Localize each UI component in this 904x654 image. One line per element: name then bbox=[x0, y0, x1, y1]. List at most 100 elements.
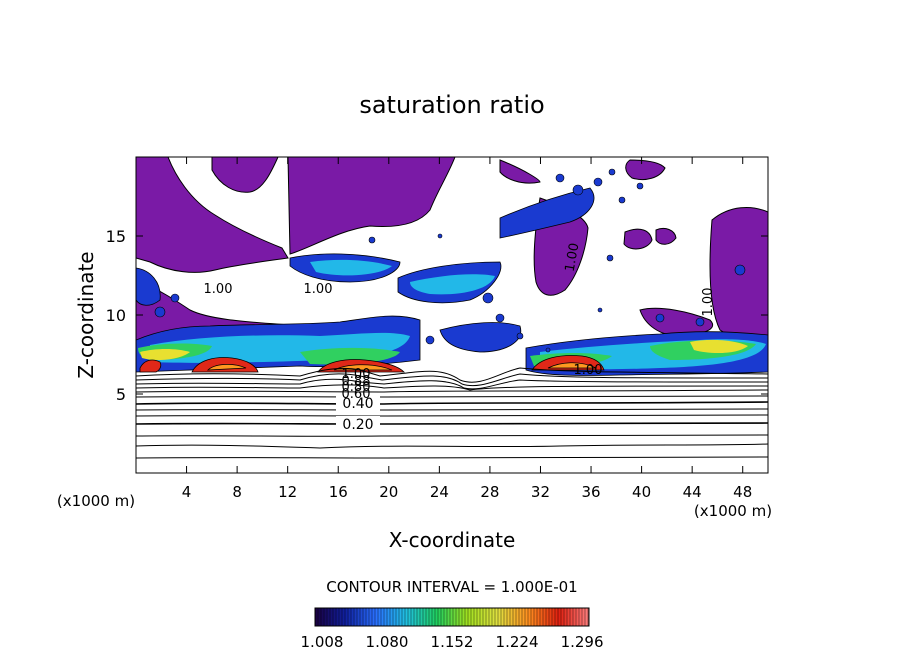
colorbar bbox=[314, 607, 590, 627]
contour-line bbox=[136, 389, 768, 393]
purple-regions bbox=[136, 157, 768, 351]
cloud-peak-orange bbox=[206, 364, 247, 371]
colorbar-hatching bbox=[317, 608, 589, 626]
contour-line bbox=[136, 414, 768, 417]
contour-line bbox=[136, 422, 768, 425]
y-tick-label: 15 bbox=[106, 227, 126, 246]
contour-line bbox=[136, 373, 768, 387]
cloud-cyan bbox=[310, 259, 392, 276]
speckles bbox=[154, 168, 746, 353]
speckle bbox=[606, 254, 614, 262]
x-tick-label: 12 bbox=[278, 483, 297, 501]
contour-label-backdrop bbox=[336, 396, 380, 411]
x-axis-ticks: 4 8 12 16 20 24 28 32 36 40 44 48 bbox=[182, 157, 752, 501]
speckle bbox=[593, 177, 603, 187]
cloud-band-blue bbox=[136, 267, 161, 306]
y-axis-ticks: 5 10 15 bbox=[106, 227, 768, 404]
contour-lines bbox=[136, 367, 768, 459]
x-tick-label: 44 bbox=[683, 483, 702, 501]
contour-line bbox=[136, 443, 768, 449]
x-tick-label: 36 bbox=[581, 483, 600, 501]
x-tick-label: 28 bbox=[480, 483, 499, 501]
speckle bbox=[154, 306, 166, 318]
cloud-green bbox=[300, 347, 400, 365]
speckle bbox=[555, 173, 565, 183]
speckle bbox=[170, 293, 180, 303]
contour-label: 0.40 bbox=[342, 396, 373, 412]
x-tick-label: 16 bbox=[329, 483, 348, 501]
cloud-peak-orange bbox=[547, 362, 597, 369]
purple-region bbox=[136, 157, 289, 273]
speckle bbox=[482, 292, 494, 304]
cloud-band-blue bbox=[439, 322, 522, 353]
contour-label: 1.00 bbox=[563, 242, 583, 273]
contour-label: 0.20 bbox=[342, 417, 373, 433]
contour-labels: 0.20 0.40 0.60 0.80 0.88 1.00 1.00 1.00 … bbox=[204, 242, 716, 433]
contour-interval-note: CONTOUR INTERVAL = 1.000E-01 bbox=[326, 578, 577, 596]
contour-label: 0.80 bbox=[342, 380, 371, 395]
colorbar-label: 1.080 bbox=[366, 633, 409, 651]
x-tick-label: 32 bbox=[531, 483, 550, 501]
x-tick-label: 48 bbox=[733, 483, 752, 501]
x-unit-right: (x1000 m) bbox=[694, 502, 772, 520]
x-tick-label: 4 bbox=[182, 483, 192, 501]
y-axis-label: Z-coordinate bbox=[74, 251, 98, 378]
x-tick-label: 40 bbox=[632, 483, 651, 501]
contour-line bbox=[136, 378, 768, 390]
plot-area: 0.20 0.40 0.60 0.80 0.88 1.00 1.00 1.00 … bbox=[136, 157, 768, 473]
speckle bbox=[516, 332, 524, 340]
colorbar-label: 1.152 bbox=[431, 633, 474, 651]
cloud-yellow bbox=[690, 339, 748, 354]
speckle bbox=[368, 236, 376, 244]
colorbar-label: 1.224 bbox=[496, 633, 539, 651]
speckle bbox=[695, 317, 705, 327]
contour-label: 1.00 bbox=[574, 363, 603, 378]
y-tick-label: 10 bbox=[106, 306, 126, 325]
x-tick-label: 20 bbox=[379, 483, 398, 501]
contour-line bbox=[136, 367, 768, 383]
speckle bbox=[495, 313, 505, 323]
speckle bbox=[734, 264, 746, 276]
x-tick-label: 24 bbox=[430, 483, 449, 501]
x-tick-label: 8 bbox=[232, 483, 242, 501]
contour-line bbox=[136, 434, 768, 437]
y-tick-label: 5 bbox=[116, 385, 126, 404]
contour-label: 0.88 bbox=[342, 374, 371, 389]
x-axis-label: X-coordinate bbox=[389, 528, 516, 552]
speckle bbox=[618, 196, 626, 204]
cloud-band-blue bbox=[499, 187, 595, 239]
speckle bbox=[545, 347, 551, 353]
contour-line bbox=[136, 395, 768, 398]
colorbar-label: 1.008 bbox=[301, 633, 344, 651]
contour-line bbox=[136, 456, 768, 459]
cloud-cyan bbox=[410, 274, 495, 295]
contour-label: 1.00 bbox=[342, 367, 371, 382]
purple-region bbox=[287, 157, 456, 255]
speckle bbox=[608, 168, 616, 176]
speckle bbox=[636, 182, 644, 190]
colorbar-label: 1.296 bbox=[561, 633, 604, 651]
purple-region bbox=[211, 157, 279, 193]
purple-region bbox=[655, 227, 677, 245]
purple-region bbox=[499, 159, 541, 184]
contour-label: 0.60 bbox=[342, 387, 371, 402]
contour-label: 1.00 bbox=[304, 282, 333, 297]
colorbar-labels: 1.008 1.080 1.152 1.224 1.296 bbox=[301, 633, 604, 651]
speckle bbox=[655, 313, 665, 323]
speckle bbox=[437, 233, 443, 239]
purple-region bbox=[625, 159, 666, 181]
cloud-yellow bbox=[140, 349, 190, 360]
contour-line bbox=[136, 401, 768, 405]
chart-title: saturation ratio bbox=[359, 91, 544, 119]
contour-line bbox=[136, 408, 768, 411]
contour-line bbox=[136, 384, 768, 391]
cloud-peak-red bbox=[139, 359, 162, 373]
speckle bbox=[572, 184, 584, 196]
contour-label-backdrop bbox=[336, 416, 380, 432]
x-unit-left: (x1000 m) bbox=[57, 492, 135, 510]
contour-label: 1.00 bbox=[701, 288, 716, 317]
purple-region bbox=[623, 228, 653, 250]
contour-label: 1.00 bbox=[204, 282, 233, 297]
speckle bbox=[425, 335, 435, 345]
